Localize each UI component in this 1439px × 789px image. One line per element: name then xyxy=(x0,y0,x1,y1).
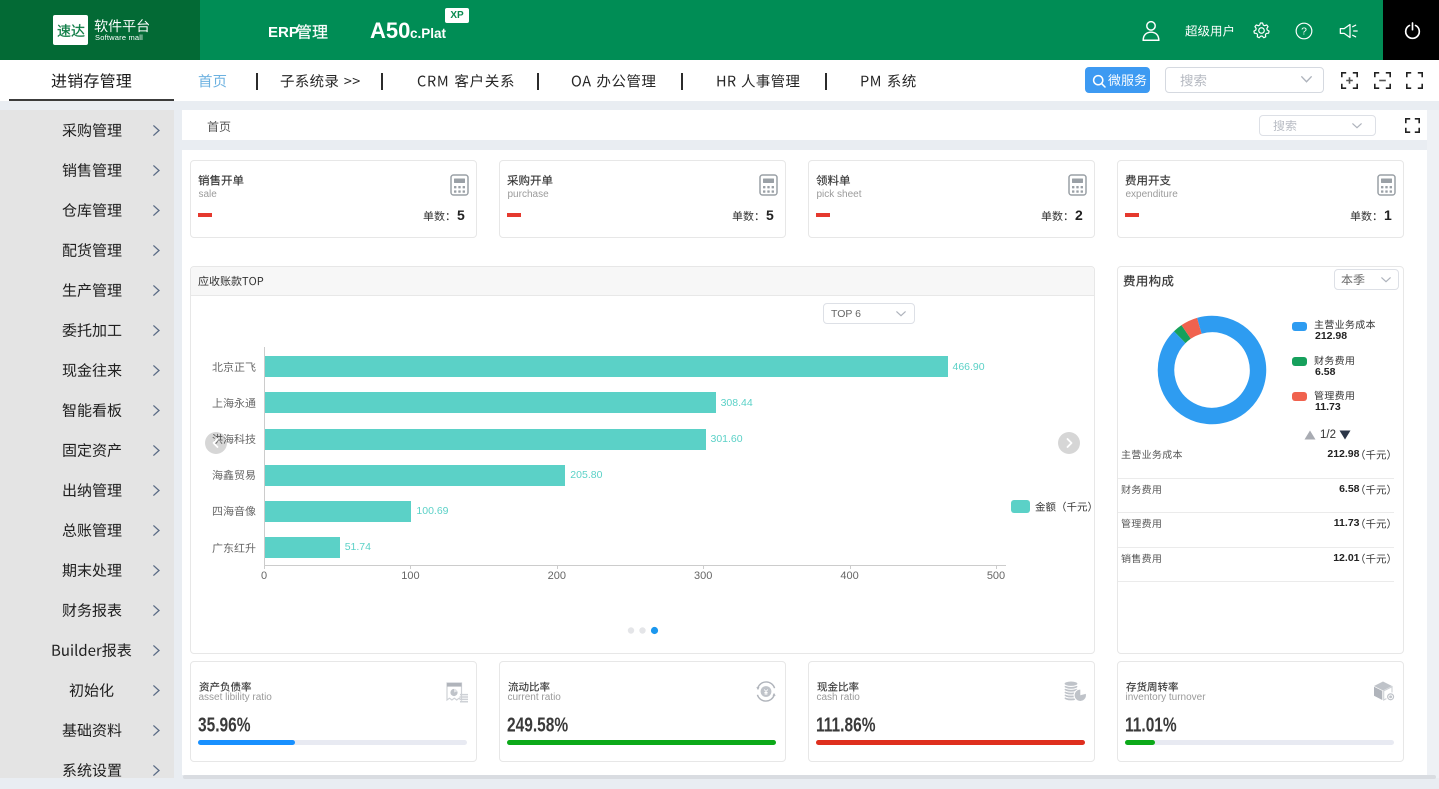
svg-text:?: ? xyxy=(1301,27,1307,38)
